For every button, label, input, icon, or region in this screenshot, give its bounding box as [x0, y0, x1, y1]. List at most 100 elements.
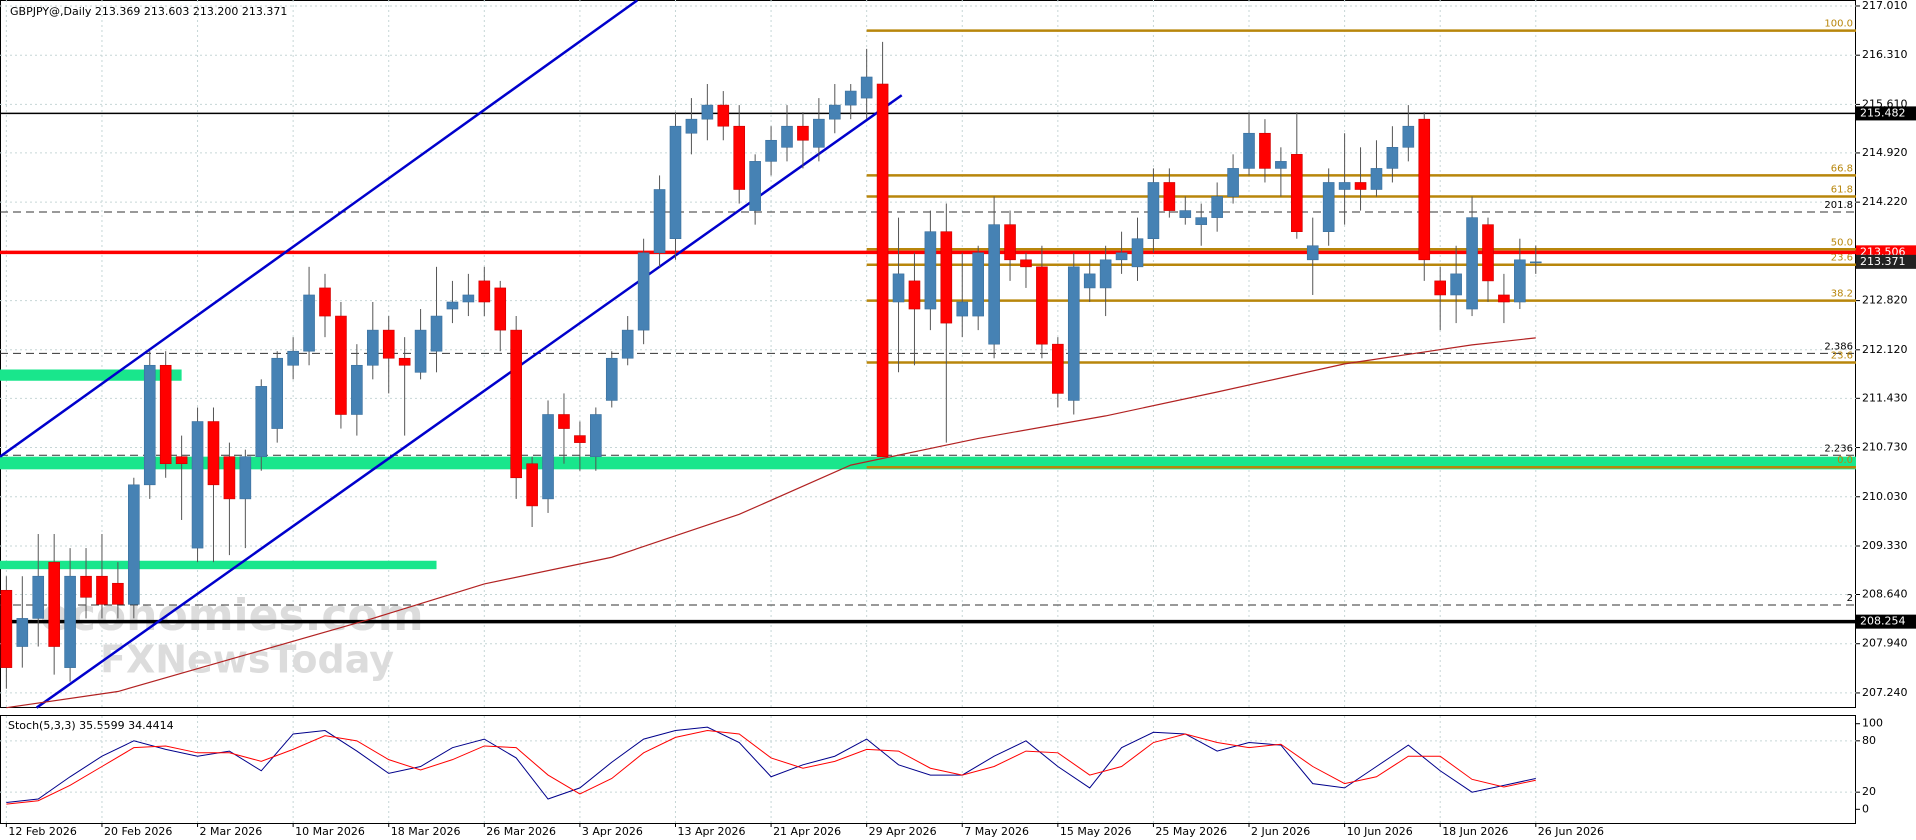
x-tick-label: 2 Jun 2026: [1251, 825, 1310, 838]
y-tick-label: 216.310: [1862, 48, 1908, 61]
candle-body: [1418, 118, 1431, 261]
candle-body: [287, 350, 299, 366]
candle-body: [1322, 182, 1335, 232]
candle-body: [319, 287, 331, 317]
candle-body: [80, 575, 92, 598]
stoch-tick-label: 80: [1862, 734, 1876, 747]
candle-body: [1179, 210, 1192, 218]
price-box: [1856, 106, 1916, 121]
y-tick-label: 214.220: [1862, 195, 1908, 208]
candle-body: [653, 189, 666, 254]
candle-body: [175, 456, 188, 465]
candle-body: [303, 294, 315, 352]
candle-body: [191, 421, 204, 549]
candle-body: [1099, 259, 1112, 289]
candle-body: [574, 435, 586, 443]
candle-body: [494, 287, 507, 331]
candle-body: [1195, 217, 1208, 225]
x-tick-label: 26 Jun 2026: [1538, 825, 1604, 838]
candle-body: [1004, 224, 1016, 261]
stoch-line: [6, 726, 1536, 803]
x-tick-label: 21 Apr 2026: [773, 825, 841, 838]
fib-label: 61.8: [1831, 185, 1853, 196]
fib-label: 38.2: [1831, 289, 1853, 300]
candle-body: [1291, 154, 1303, 232]
x-tick-label: 29 Apr 2026: [869, 825, 937, 838]
moving-average: [6, 337, 1536, 709]
candle-body: [32, 575, 45, 619]
candle-body: [1131, 238, 1144, 268]
y-tick-label: 207.940: [1862, 637, 1908, 650]
candle-body: [1020, 259, 1032, 268]
candle-body: [1211, 196, 1223, 218]
y-tick-label: 210.730: [1862, 441, 1908, 454]
candle-body: [1498, 294, 1510, 303]
level-label: 201.8: [1824, 200, 1853, 211]
candle-body: [1147, 182, 1160, 240]
x-tick-label: 18 Mar 2026: [391, 825, 461, 838]
candle-body: [717, 104, 730, 127]
candle-body: [351, 364, 363, 415]
fib-label: 23.6: [1831, 253, 1853, 264]
candle-body: [128, 484, 140, 605]
x-tick-label: 10 Jun 2026: [1347, 825, 1413, 838]
x-tick-label: 3 Apr 2026: [582, 825, 643, 838]
candle-body: [462, 294, 475, 303]
x-tick-label: 26 Mar 2026: [486, 825, 556, 838]
candle-body: [0, 589, 13, 668]
candle-body: [733, 125, 746, 190]
y-tick-label: 217.010: [1862, 0, 1908, 12]
candle-body: [1529, 261, 1542, 264]
candle-body: [605, 357, 618, 401]
candle-body: [1306, 245, 1319, 261]
candle-body: [542, 414, 554, 500]
candle-body: [430, 315, 443, 352]
y-tick-label: 208.640: [1862, 587, 1908, 600]
candle-body: [112, 582, 124, 605]
fib-label: 0.0: [1837, 455, 1853, 466]
candle-body: [781, 125, 793, 148]
candle-body: [829, 104, 841, 120]
chart-header: GBPJPY@,Daily 213.369 213.603 213.200 21…: [10, 5, 287, 18]
candle-body: [1450, 273, 1462, 296]
candle-body: [1434, 280, 1446, 296]
level-label: 2.386: [1824, 341, 1853, 352]
candle-body: [382, 329, 395, 359]
x-tick-label: 13 Apr 2026: [677, 825, 745, 838]
candle-body: [271, 357, 284, 429]
last-price-box: [1856, 254, 1916, 269]
candle-body: [64, 575, 76, 668]
candle-body: [765, 139, 777, 162]
candle-body: [637, 252, 650, 331]
price-box-label: 215.482: [1860, 106, 1906, 119]
candle-body: [1115, 252, 1128, 261]
candle-body: [1514, 259, 1526, 303]
candle-body: [1227, 168, 1239, 197]
candle-body: [1275, 161, 1287, 169]
candle-body: [1466, 217, 1478, 310]
candle-body: [1243, 132, 1255, 169]
y-tick-label: 207.240: [1862, 686, 1908, 699]
last-price-label: 213.371: [1860, 255, 1906, 268]
candle-body: [223, 456, 236, 500]
candle-body: [797, 125, 809, 141]
y-tick-label: 209.330: [1862, 539, 1908, 552]
candle-body: [239, 456, 252, 500]
x-tick-label: 12 Feb 2026: [8, 825, 76, 838]
candle-body: [908, 280, 921, 310]
candle-body: [558, 414, 570, 429]
watermark: FXNewsToday: [100, 638, 394, 682]
y-tick-label: 212.820: [1862, 294, 1908, 307]
price-box: [1856, 614, 1916, 629]
x-tick-label: 15 May 2026: [1060, 825, 1132, 838]
price-box-label: 208.254: [1860, 615, 1906, 628]
candle-body: [526, 463, 538, 507]
candle-body: [335, 315, 347, 415]
candle-body: [892, 273, 905, 303]
y-tick-label: 214.920: [1862, 146, 1908, 159]
candle-body: [972, 252, 984, 317]
candle-body: [366, 329, 379, 366]
stoch-tick-label: 20: [1862, 785, 1876, 798]
